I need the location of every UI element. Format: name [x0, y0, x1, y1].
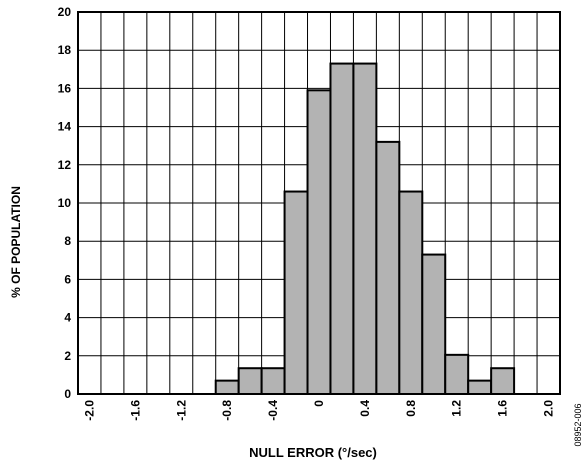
histogram-bar: [398, 190, 424, 395]
histogram-bar: [237, 367, 263, 395]
y-tick-label: 20: [58, 5, 72, 19]
y-tick-label: 6: [64, 272, 71, 286]
y-tick-label: 2: [64, 349, 71, 363]
x-tick-label: -2.0: [82, 400, 96, 421]
histogram-bar: [283, 190, 309, 395]
x-tick-label: 0.4: [358, 400, 372, 417]
histogram-bar: [306, 89, 332, 395]
histogram-bar: [329, 62, 355, 395]
x-tick-label: 0: [312, 400, 326, 407]
histogram-bar: [214, 379, 240, 396]
figure-code: 08952-006: [573, 403, 583, 446]
histogram-bar: [375, 140, 401, 395]
histogram-bar: [467, 379, 493, 396]
y-tick-label: 0: [64, 387, 71, 401]
y-tick-label: 14: [58, 120, 72, 134]
histogram-bar: [421, 253, 447, 395]
x-tick-label: -0.8: [220, 400, 234, 421]
x-tick-label: -1.2: [174, 400, 188, 421]
x-axis-label: NULL ERROR (°/sec): [249, 445, 377, 460]
y-tick-label: 4: [64, 311, 71, 325]
x-tick-label: 0.8: [404, 400, 418, 417]
plot-frame: [77, 11, 561, 395]
x-tick-label: 1.2: [450, 400, 464, 417]
y-tick-label: 10: [58, 196, 72, 210]
bars-group: [214, 62, 516, 396]
x-tick-label: -0.4: [266, 400, 280, 421]
histogram-bar: [352, 62, 378, 395]
histogram-bar: [444, 353, 470, 395]
x-tick-label: 2.0: [542, 400, 556, 417]
y-tick-labels: 0 2 4 6 8 10 12 14 16 18 20: [58, 5, 72, 401]
y-tick-label: 8: [64, 234, 71, 248]
y-tick-label: 16: [58, 81, 72, 95]
y-tick-label: 12: [58, 158, 72, 172]
histogram-bar: [260, 367, 286, 395]
histogram-bar: [490, 367, 516, 395]
x-tick-label: 1.6: [496, 400, 510, 417]
x-tick-label: -1.6: [128, 400, 142, 421]
y-axis-label: % OF POPULATION: [9, 186, 23, 298]
x-tick-labels: -2.0 -1.6 -1.2 -0.8 -0.4 0 0.4 0.8 1.2 1.6 2.0: [82, 400, 555, 421]
y-tick-label: 18: [58, 43, 72, 57]
